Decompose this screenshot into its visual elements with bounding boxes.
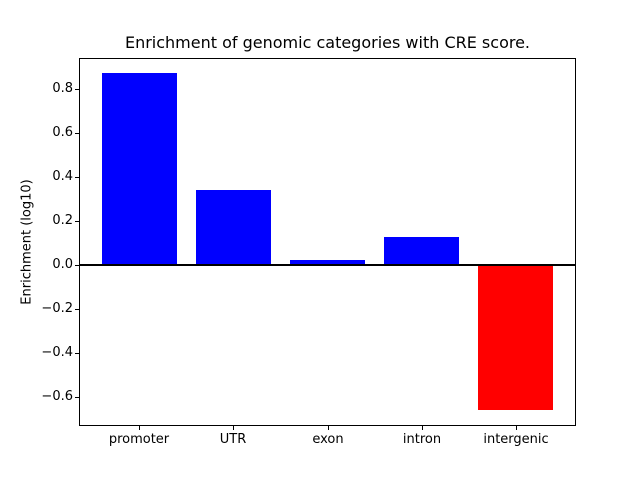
- y-tick-label: −0.4: [41, 345, 73, 360]
- y-tick-mark: [75, 397, 79, 398]
- x-tick-mark: [422, 426, 423, 430]
- bar-intron: [384, 236, 460, 266]
- y-tick-mark: [75, 133, 79, 134]
- bar-promoter: [101, 73, 177, 266]
- y-tick-label: 0.4: [52, 169, 73, 184]
- x-tick-mark: [233, 426, 234, 430]
- y-tick-mark: [75, 309, 79, 310]
- x-tick-label-intron: intron: [402, 432, 442, 447]
- x-tick-mark: [516, 426, 517, 430]
- chart-title: Enrichment of genomic categories with CR…: [124, 33, 531, 52]
- zero-line: [79, 264, 576, 267]
- y-axis-label: Enrichment (log10): [19, 179, 35, 305]
- y-tick-label: 0.2: [52, 213, 73, 228]
- y-tick-mark: [75, 221, 79, 222]
- y-tick-mark: [75, 177, 79, 178]
- bar-UTR: [195, 190, 271, 266]
- plot-area: [79, 58, 576, 426]
- y-tick-mark: [75, 353, 79, 354]
- bar-exon: [289, 259, 366, 266]
- x-tick-label-intergenic: intergenic: [483, 432, 549, 447]
- x-tick-label-promoter: promoter: [108, 432, 170, 447]
- y-tick-label: −0.6: [41, 389, 73, 404]
- x-tick-label-UTR: UTR: [219, 432, 247, 447]
- y-tick-label: 0.6: [52, 125, 73, 140]
- y-tick-mark: [75, 89, 79, 90]
- y-tick-label: 0.0: [52, 257, 73, 272]
- bar-intergenic: [478, 265, 554, 411]
- x-tick-label-exon: exon: [312, 432, 344, 447]
- x-tick-mark: [328, 426, 329, 430]
- y-tick-label: 0.8: [52, 81, 73, 96]
- y-tick-label: −0.2: [41, 301, 73, 316]
- x-tick-mark: [139, 426, 140, 430]
- y-tick-mark: [75, 265, 79, 266]
